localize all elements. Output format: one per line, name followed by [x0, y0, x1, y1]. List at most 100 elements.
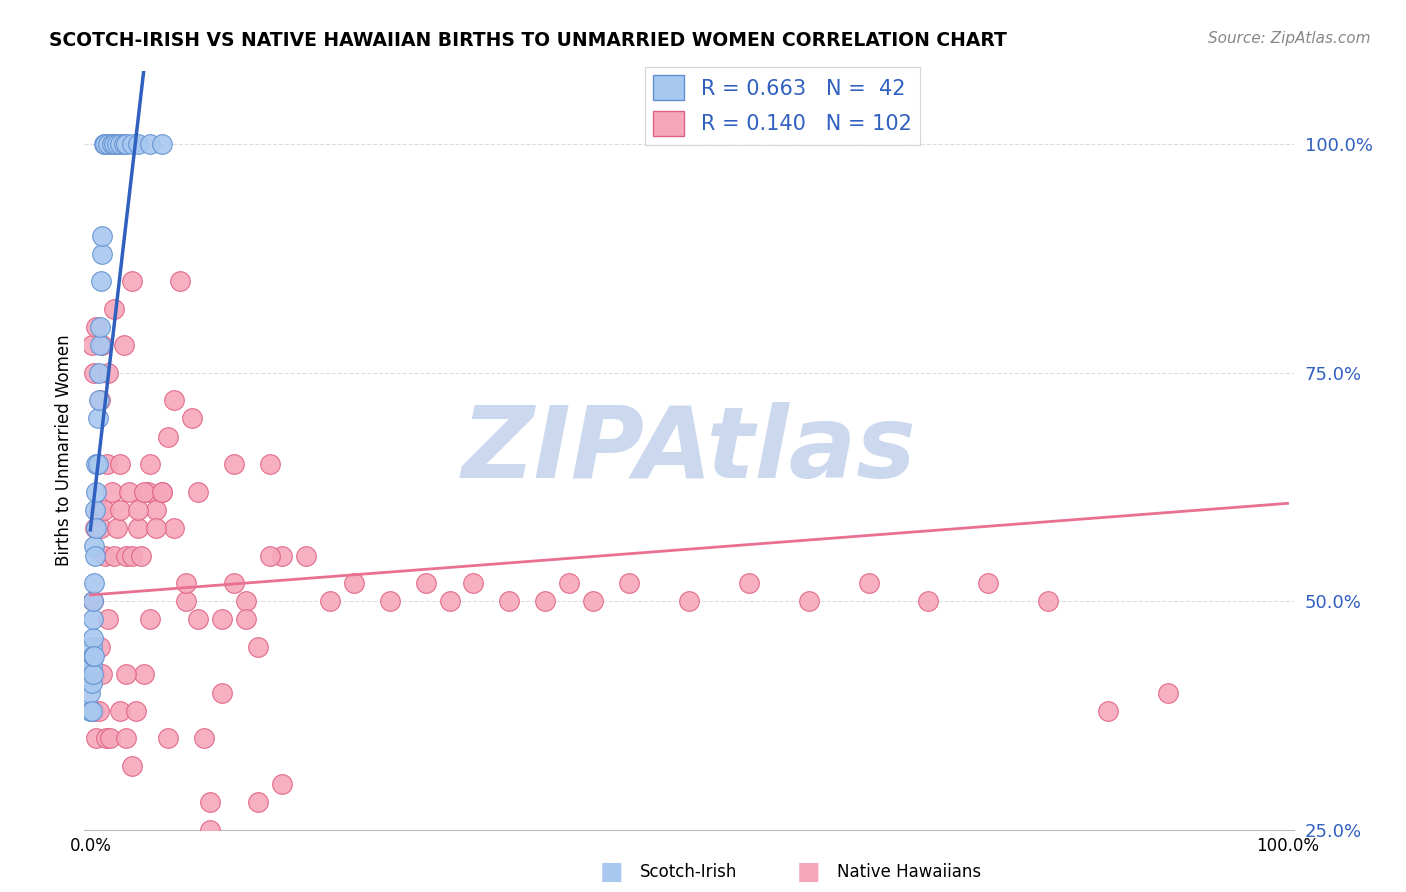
Point — [93, 503, 115, 517]
Point — [150, 484, 173, 499]
Point — [80, 658, 103, 673]
Point — [295, 549, 318, 563]
Point — [82, 594, 104, 608]
Point — [112, 137, 135, 152]
Point — [115, 549, 138, 563]
Point — [319, 594, 342, 608]
Point — [222, 575, 245, 590]
Point — [463, 575, 485, 590]
Point — [115, 137, 138, 152]
Point — [163, 393, 186, 408]
Y-axis label: Births to Unmarried Women: Births to Unmarried Women — [55, 334, 73, 566]
Text: SCOTCH-IRISH VS NATIVE HAWAIIAN BIRTHS TO UNMARRIED WOMEN CORRELATION CHART: SCOTCH-IRISH VS NATIVE HAWAIIAN BIRTHS T… — [49, 31, 1007, 50]
Point — [235, 612, 257, 626]
Point — [169, 275, 191, 289]
Point — [343, 575, 366, 590]
Point — [127, 137, 149, 152]
Point — [163, 521, 186, 535]
Point — [617, 575, 640, 590]
Point — [83, 575, 105, 590]
Point — [127, 503, 149, 517]
Text: ZIPAtlas: ZIPAtlas — [461, 402, 917, 499]
Point — [139, 612, 162, 626]
Point — [439, 594, 461, 608]
Point — [97, 137, 120, 152]
Point — [150, 484, 173, 499]
Legend: R = 0.663   N =  42, R = 0.140   N = 102: R = 0.663 N = 42, R = 0.140 N = 102 — [645, 67, 921, 145]
Point — [91, 667, 114, 681]
Point — [134, 667, 156, 681]
Point — [157, 430, 180, 444]
Point — [94, 731, 117, 746]
Point — [858, 575, 880, 590]
Point — [198, 795, 221, 809]
Point — [82, 667, 104, 681]
Point — [259, 549, 281, 563]
Point — [87, 393, 110, 408]
Point — [295, 868, 318, 882]
Point — [121, 137, 143, 152]
Point — [84, 549, 107, 563]
Point — [105, 521, 128, 535]
Point — [79, 704, 101, 718]
Point — [93, 137, 115, 152]
Point — [127, 521, 149, 535]
Point — [193, 731, 215, 746]
Point — [86, 411, 108, 425]
Point — [90, 521, 112, 535]
Point — [917, 594, 939, 608]
Point — [181, 411, 204, 425]
Point — [80, 640, 103, 654]
Point — [82, 612, 104, 626]
Point — [139, 457, 162, 471]
Point — [83, 648, 105, 663]
Point — [187, 484, 209, 499]
Point — [534, 594, 557, 608]
Point — [82, 648, 104, 663]
Point — [270, 549, 292, 563]
Point — [134, 484, 156, 499]
Point — [103, 549, 125, 563]
Point — [222, 457, 245, 471]
Point — [110, 503, 132, 517]
Point — [84, 521, 107, 535]
Text: ■: ■ — [600, 861, 623, 884]
Point — [86, 484, 108, 499]
Point — [98, 731, 121, 746]
Point — [86, 521, 108, 535]
Point — [89, 393, 111, 408]
Point — [91, 228, 114, 243]
Point — [82, 631, 104, 645]
Point — [246, 795, 269, 809]
Point — [118, 484, 141, 499]
Point — [97, 612, 120, 626]
Point — [80, 676, 103, 690]
Point — [80, 338, 103, 352]
Text: Source: ZipAtlas.com: Source: ZipAtlas.com — [1208, 31, 1371, 46]
Point — [97, 366, 120, 380]
Point — [121, 275, 143, 289]
Point — [139, 137, 162, 152]
Point — [198, 822, 221, 837]
Point — [84, 667, 107, 681]
Point — [105, 137, 128, 152]
Point — [187, 612, 209, 626]
Point — [211, 612, 233, 626]
Point — [86, 457, 108, 471]
Point — [86, 320, 108, 334]
Text: Scotch-Irish: Scotch-Irish — [640, 863, 737, 881]
Point — [83, 540, 105, 554]
Point — [136, 484, 159, 499]
Point — [211, 685, 233, 699]
Text: ■: ■ — [797, 861, 820, 884]
Point — [378, 594, 401, 608]
Point — [82, 594, 104, 608]
Point — [79, 667, 101, 681]
Point — [87, 704, 110, 718]
Point — [96, 457, 118, 471]
Point — [157, 731, 180, 746]
Point — [91, 338, 114, 352]
Point — [86, 457, 108, 471]
Point — [378, 850, 401, 864]
Point — [415, 575, 437, 590]
